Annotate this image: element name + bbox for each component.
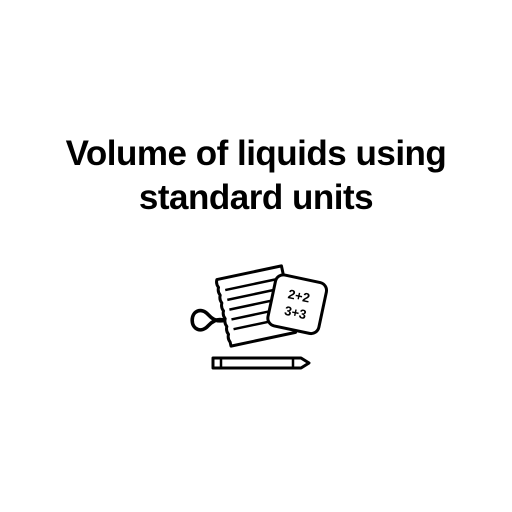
page-title: Volume of liquids using standard units [66,132,447,220]
title-line-2: standard units [139,178,373,217]
title-line-1: Volume of liquids using [66,134,447,173]
math-stationery-icon: 2+2 3+3 [171,250,341,380]
pencil-icon [213,358,309,368]
math-card-icon: 2+2 3+3 [266,273,328,335]
